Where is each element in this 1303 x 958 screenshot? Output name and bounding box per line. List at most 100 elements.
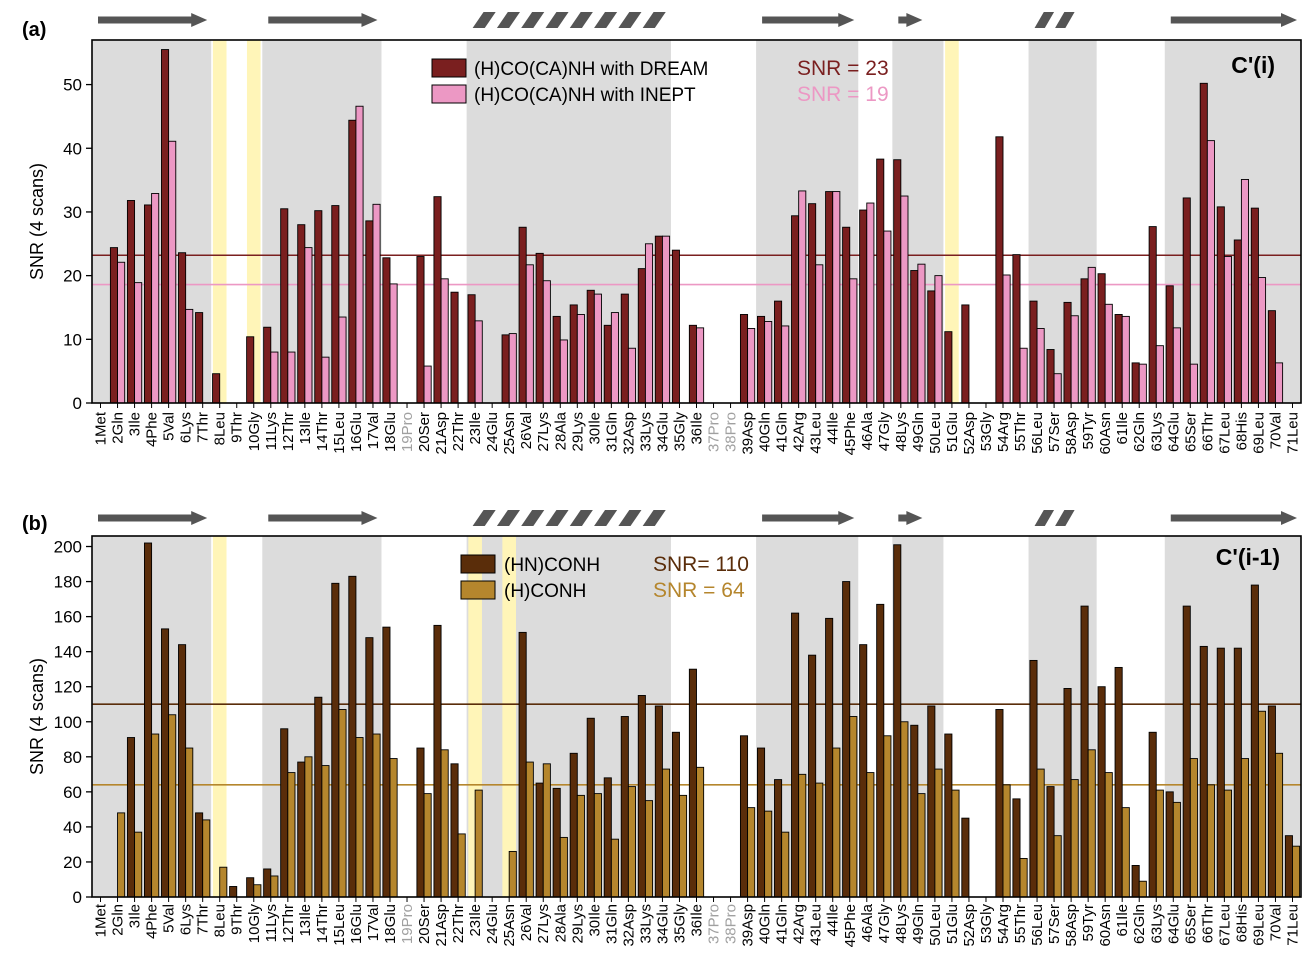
x-tick-label-62Gln: 62Gln [1131,412,1148,452]
x-tick-label-30Ile: 30Ile [586,904,603,937]
bar-series2-11Lys [270,351,279,404]
x-tick-label-60Asn: 60Asn [1097,904,1114,947]
bar-series1-6Lys [178,252,187,404]
x-tick-label-67Leu: 67Leu [1216,412,1233,454]
x-tick-label-37Pro: 37Pro [706,904,723,944]
x-tick-label-5Val: 5Val [161,412,178,441]
x-tick-label-16Glu: 16Glu [348,412,365,452]
bar-series1-34Glu [654,705,663,898]
x-tick-label-9Thr: 9Thr [229,412,246,443]
bar-series2-56Leu [1036,328,1045,404]
x-tick-label-54Arg: 54Arg [995,412,1012,452]
bar-series1-13Ile [297,224,306,404]
y-tick-label-0: 0 [73,888,82,907]
x-tick-label-11Lys: 11Lys [263,412,280,450]
x-tick-label-38Pro: 38Pro [723,904,740,944]
legend-swatch-2 [460,580,496,600]
bar-series2-36Ile [696,766,705,898]
x-tick-label-58Asp: 58Asp [1063,904,1080,947]
x-tick-label-1Met: 1Met [93,903,110,937]
bar-series1-66Thr [1199,645,1208,898]
panel-label: (a) [22,19,46,41]
y-tick-label-180: 180 [54,573,82,592]
y-tick-label-160: 160 [54,608,82,627]
snr-label-2: SNR = 19 [797,83,889,106]
x-tick-label-41Gln: 41Gln [774,412,791,452]
bar-series1-44Ile [825,191,834,404]
x-tick-label-56Leu: 56Leu [1029,904,1046,946]
bar-series1-39Asp [739,314,749,404]
bar-series1-52Asp [961,817,970,898]
bar-series1-47Gly [876,603,885,898]
helix-segment [472,12,496,28]
bar-series2-47Gly [883,735,892,898]
y-tick-label-0: 0 [73,394,82,413]
bar-series1-28Ala [552,787,561,898]
x-tick-label-55Thr: 55Thr [1012,904,1029,943]
beta-strand-arrow-1 [98,511,208,525]
x-tick-label-17Val: 17Val [365,412,382,449]
bar-series2-42Arg [798,190,807,404]
bar-series1-31Gln [603,324,612,404]
bar-series2-55Thr [1019,347,1028,404]
x-tick-label-31Gln: 31Gln [603,904,620,944]
bar-series2-12Thr [287,351,296,404]
x-tick-label-59Tyr: 59Tyr [1080,904,1097,942]
helix-segment [569,12,593,28]
x-tick-label-17Val: 17Val [365,904,382,941]
bar-series1-42Arg [791,215,800,404]
x-tick-label-32Asp: 32Asp [620,412,637,455]
x-tick-label-62Gln: 62Gln [1131,904,1148,944]
bar-series1-16Glu [348,119,357,404]
x-tick-label-23Ile: 23Ile [467,412,484,445]
alpha-helix-3 [472,12,666,28]
bar-series2-56Leu [1036,768,1045,898]
bar-series1-67Leu [1216,647,1225,898]
bar-series2-70Val [1275,752,1284,898]
x-tick-label-54Arg: 54Arg [995,904,1012,944]
y-tick-label-60: 60 [63,783,82,802]
bar-series1-39Asp [739,735,749,898]
legend-swatch-1 [460,554,496,574]
bar-series1-14Thr [314,210,323,404]
bar-series1-49Gln [910,724,919,898]
legend-swatch-2 [431,84,467,104]
x-tick-label-45Phe: 45Phe [842,904,859,947]
bar-series1-18Glu [382,626,391,898]
x-tick-label-55Thr: 55Thr [1012,412,1029,451]
x-tick-label-27Lys: 27Lys [535,904,552,943]
bar-series1-12Thr [280,728,289,898]
bar-series2-32Asp [627,347,636,404]
bar-series1-32Asp [620,716,629,898]
bar-series1-17Val [365,637,374,898]
beta-strand-arrow-7 [1170,511,1297,525]
bar-series1-13Ile [297,761,306,898]
x-tick-label-25Asn: 25Asn [501,904,518,947]
bar-series2-66Thr [1206,140,1215,404]
bar-series2-60Asn [1104,772,1113,898]
x-tick-label-34Glu: 34Glu [654,904,671,944]
helix-segment [1034,12,1055,28]
bar-series2-4Phe [151,193,160,404]
bar-series1-11Lys [263,326,272,404]
y-tick-label-10: 10 [63,330,82,349]
x-tick-label-6Lys: 6Lys [178,412,195,443]
bar-series1-40Gln [757,747,766,898]
bar-series1-60Asn [1097,273,1106,404]
bar-series1-51Glu [944,733,953,898]
bar-series2-23Ile [474,789,483,898]
bar-series1-15Leu [331,205,340,404]
x-tick-label-12Thr: 12Thr [280,412,297,451]
bar-series2-57Ser [1053,835,1062,898]
x-tick-label-35Gly: 35Gly [671,904,688,944]
x-tick-label-53Gly: 53Gly [978,412,995,452]
x-tick-label-65Ser: 65Ser [1182,904,1199,944]
bar-series1-35Gly [671,731,680,898]
x-tick-label-46Ala: 46Ala [859,411,876,450]
y-tick-label-30: 30 [63,203,82,222]
x-tick-label-51Glu: 51Glu [944,412,961,452]
x-tick-label-9Thr: 9Thr [229,904,246,935]
bar-series1-5Val [161,628,170,898]
bar-series1-57Ser [1046,786,1055,898]
bar-series2-32Asp [627,786,636,898]
